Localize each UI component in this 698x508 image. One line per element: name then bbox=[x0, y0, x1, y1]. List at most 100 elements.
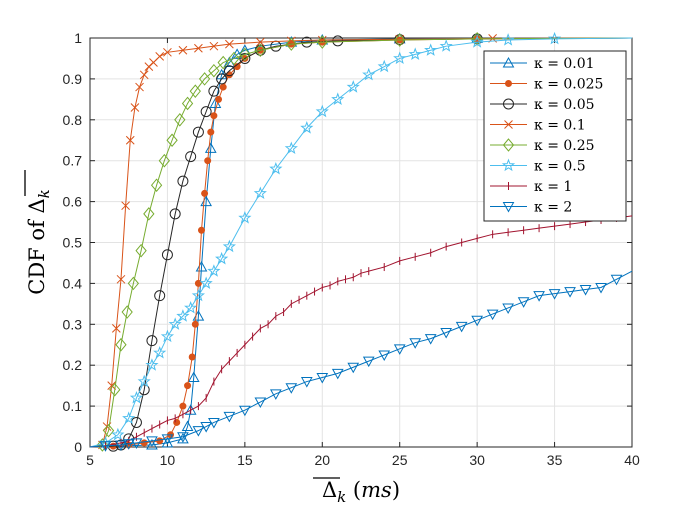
data-point bbox=[184, 301, 198, 314]
data-point bbox=[517, 297, 530, 308]
data-point bbox=[135, 243, 147, 258]
series-4 bbox=[89, 32, 633, 452]
data-point bbox=[486, 309, 499, 321]
data-point bbox=[161, 434, 174, 445]
data-point bbox=[107, 381, 117, 391]
data-point bbox=[173, 418, 181, 426]
data-point bbox=[300, 121, 314, 134]
data-point bbox=[189, 84, 201, 98]
series-line bbox=[89, 37, 633, 448]
data-point bbox=[424, 334, 437, 345]
data-point bbox=[158, 153, 170, 168]
data-point bbox=[153, 345, 167, 359]
series-line bbox=[89, 270, 633, 448]
data-point bbox=[181, 420, 194, 432]
data-point bbox=[125, 135, 135, 145]
data-point bbox=[139, 70, 149, 80]
data-point bbox=[191, 320, 199, 328]
data-point bbox=[200, 106, 212, 118]
data-point bbox=[408, 47, 422, 60]
legend-marker bbox=[502, 202, 515, 213]
data-point bbox=[209, 41, 219, 51]
data-point bbox=[595, 282, 607, 294]
y-tick-label: 0.3 bbox=[63, 316, 83, 332]
data-point bbox=[347, 362, 360, 374]
data-point bbox=[409, 338, 422, 349]
legend-label: κ = 2 bbox=[534, 200, 572, 216]
data-point bbox=[115, 440, 127, 451]
y-tick-label: 0 bbox=[74, 439, 82, 455]
data-point bbox=[208, 85, 220, 97]
data-point bbox=[501, 33, 515, 46]
series-5 bbox=[89, 31, 633, 449]
data-point bbox=[204, 157, 212, 165]
legend-label: κ = 0.025 bbox=[534, 77, 603, 93]
data-point bbox=[393, 344, 406, 355]
data-point bbox=[239, 405, 251, 417]
legend-label: κ = 0.5 bbox=[534, 159, 586, 175]
data-point bbox=[470, 35, 484, 48]
data-point bbox=[378, 350, 391, 362]
data-point bbox=[146, 436, 158, 447]
series-7 bbox=[89, 270, 633, 452]
data-point bbox=[194, 279, 202, 287]
data-point bbox=[239, 47, 251, 62]
svg-text:CDF of Δk: CDF of Δk bbox=[25, 189, 53, 295]
data-point bbox=[204, 142, 217, 153]
data-point bbox=[331, 92, 345, 105]
data-point bbox=[187, 371, 200, 382]
data-point bbox=[145, 358, 159, 371]
data-point bbox=[198, 72, 211, 86]
y-tick-label: 0.7 bbox=[63, 153, 83, 169]
data-point bbox=[146, 335, 158, 347]
data-point bbox=[174, 113, 186, 127]
data-point bbox=[194, 43, 203, 53]
x-axis-label: Δk (ms) bbox=[313, 477, 400, 506]
data-point bbox=[362, 356, 375, 368]
data-point bbox=[424, 43, 438, 56]
data-point bbox=[155, 52, 165, 61]
data-point bbox=[439, 39, 453, 52]
data-point bbox=[301, 36, 313, 48]
legend-marker bbox=[503, 98, 514, 110]
y-tick-label: 0.8 bbox=[63, 112, 83, 128]
data-point bbox=[177, 432, 189, 443]
data-point bbox=[161, 436, 174, 448]
data-point bbox=[160, 329, 175, 343]
data-point bbox=[285, 383, 298, 394]
data-point bbox=[579, 285, 592, 296]
data-point bbox=[548, 289, 561, 300]
data-point bbox=[177, 432, 189, 444]
data-point bbox=[201, 189, 209, 197]
data-point bbox=[207, 264, 221, 277]
data-point bbox=[471, 315, 483, 327]
data-point bbox=[440, 327, 453, 339]
legend-marker bbox=[501, 158, 516, 172]
data-point bbox=[122, 439, 135, 450]
data-point bbox=[208, 63, 220, 78]
data-point bbox=[121, 305, 133, 319]
data-point bbox=[285, 37, 297, 51]
data-point bbox=[143, 207, 155, 221]
data-point bbox=[215, 251, 229, 265]
data-point bbox=[109, 382, 121, 397]
data-point bbox=[197, 226, 205, 234]
data-point bbox=[122, 411, 136, 424]
data-point bbox=[610, 274, 623, 286]
data-point bbox=[393, 51, 407, 65]
data-point bbox=[332, 35, 344, 47]
x-tick-label: 20 bbox=[314, 452, 330, 468]
data-point bbox=[216, 73, 228, 85]
data-point bbox=[215, 95, 223, 103]
data-point bbox=[316, 35, 328, 49]
x-tick-label: 35 bbox=[547, 452, 563, 468]
y-tick-label: 1 bbox=[74, 30, 82, 46]
data-point bbox=[502, 303, 514, 314]
data-point bbox=[111, 324, 121, 333]
data-point bbox=[331, 368, 344, 380]
legend-label: κ = 0.25 bbox=[534, 138, 595, 154]
data-point bbox=[547, 31, 562, 45]
data-point bbox=[225, 39, 234, 49]
data-point bbox=[191, 288, 205, 302]
data-point bbox=[154, 290, 166, 302]
